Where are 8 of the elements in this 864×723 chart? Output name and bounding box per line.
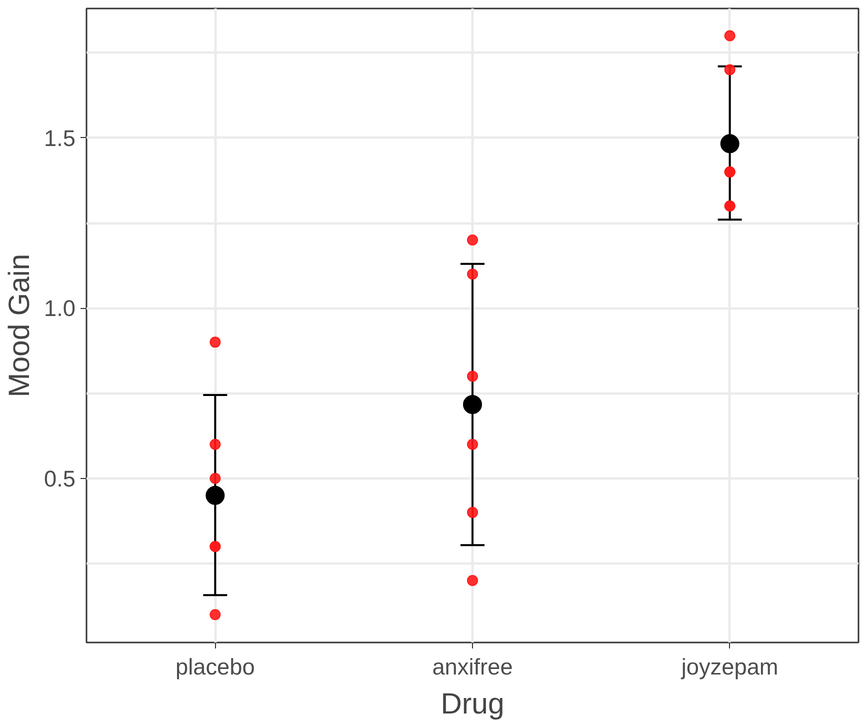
y-axis-title: Mood Gain — [3, 254, 36, 398]
x-tick-label: placebo — [175, 654, 255, 680]
y-tick-label: 1.0 — [44, 295, 76, 322]
x-tick-label: joyzepam — [680, 654, 778, 680]
x-tick-label: anxifree — [432, 654, 513, 680]
x-axis-title: Drug — [440, 688, 504, 720]
y-tick-label: 1.5 — [44, 124, 76, 151]
y-tick-label: 0.5 — [44, 465, 76, 492]
